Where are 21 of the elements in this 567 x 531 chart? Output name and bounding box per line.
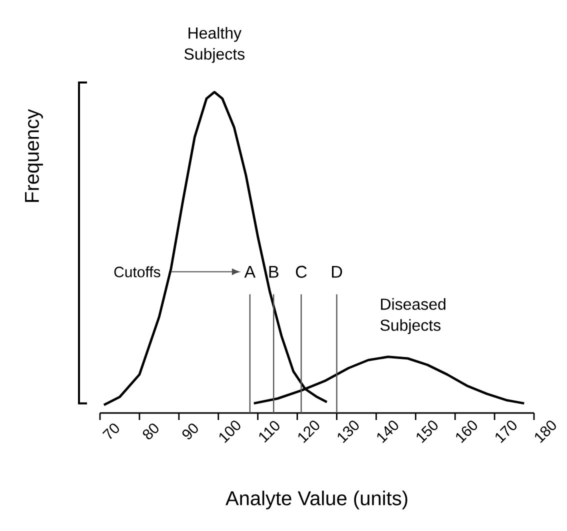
series-label: Diseased Subjects	[380, 298, 446, 334]
x-tick-label: 90	[182, 424, 198, 440]
x-tick-label: 170	[496, 420, 516, 443]
y-axis-title: Frequency	[25, 109, 43, 202]
ref-line-label: D	[332, 266, 342, 278]
annotation: Cutoffs	[114, 266, 160, 278]
x-tick-label: 140	[377, 420, 398, 443]
x-tick-label: 120	[298, 420, 320, 443]
x-tick-label: 130	[338, 420, 359, 443]
ref-line-label: A	[244, 266, 256, 278]
ref-line-label: B	[269, 266, 278, 278]
x-tick-label: 80	[142, 424, 158, 440]
x-tick-label: 70	[102, 424, 119, 439]
text: Healthy Subjects	[184, 26, 245, 63]
x-tick-label: 150	[416, 420, 438, 443]
ref-line-label: C	[296, 266, 307, 278]
x-tick-label: 110	[259, 421, 280, 443]
x-tick-label: 100	[219, 420, 240, 443]
x-tick-label: 180	[535, 420, 556, 443]
x-axis-title: Analyte Value (units)	[226, 490, 408, 510]
x-tick-label: 160	[456, 420, 478, 443]
